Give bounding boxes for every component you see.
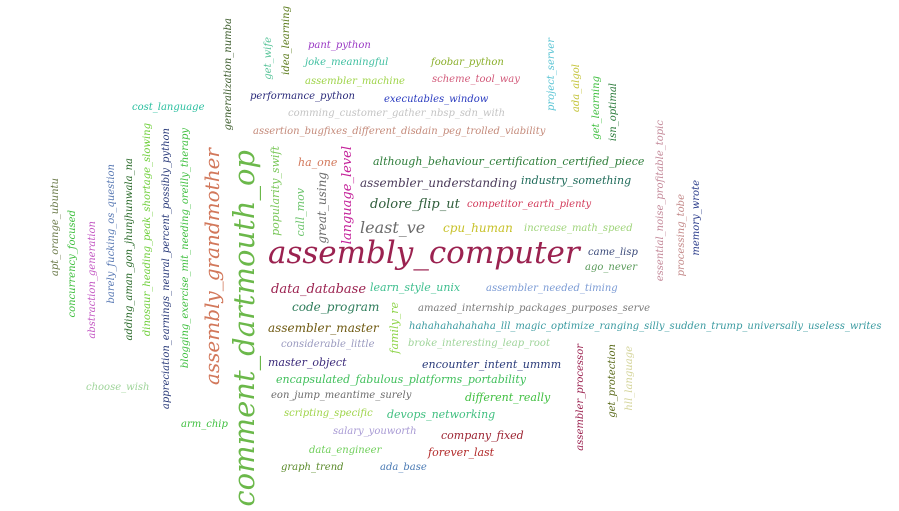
word-4: language_level	[340, 146, 355, 245]
word-63: ada_algol	[571, 64, 582, 113]
word-53: scheme_tool_way	[432, 74, 520, 85]
word-47: processing_tobe	[676, 194, 687, 277]
word-5: dolore_flip_ut	[370, 197, 460, 212]
word-31: scripting_specific	[284, 408, 373, 419]
word-39: arm_chip	[181, 419, 228, 430]
word-29: eon_jump_meantime_surely	[271, 390, 412, 401]
word-10: great_using	[315, 172, 329, 244]
word-41: came_lisp	[588, 247, 638, 258]
word-19: learn_style_unix	[370, 281, 461, 294]
word-35: data_engineer	[309, 445, 382, 456]
word-7: data_database	[271, 282, 367, 297]
word-42: ago_never	[585, 262, 638, 273]
word-16: industry_something	[521, 174, 632, 187]
word-30: different_really	[465, 391, 551, 404]
word-28: encapsulated_fabulous_platforms_portabil…	[276, 373, 526, 386]
word-26: master_object	[268, 356, 347, 369]
word-70: adding_aman_gon_jhunjhunwala_na	[124, 158, 135, 341]
word-25: broke_interesting_leap_root	[408, 338, 550, 349]
word-72: appreciation_earnings_neural_percent_pos…	[161, 128, 172, 410]
word-61: idea_learning	[281, 6, 292, 75]
word-65: isn_optimal	[608, 83, 619, 142]
word-58: assertion_bugfixes_different_disdain_peg…	[253, 126, 546, 137]
word-40: choose_wish	[86, 382, 150, 393]
word-14: assembler_understanding	[360, 176, 518, 190]
word-1: comment_dartmouth_op	[227, 150, 261, 507]
word-49: pant_python	[308, 40, 371, 51]
word-38: ada_base	[380, 462, 427, 473]
word-69: barely_fucking_os_question	[106, 164, 117, 304]
word-8: code_program	[292, 300, 380, 314]
word-24: family_re	[388, 302, 401, 354]
word-44: get_protection	[607, 344, 618, 418]
word-33: salary_youworth	[333, 426, 417, 437]
word-37: graph_trend	[281, 462, 344, 473]
word-9: assembler_master	[268, 321, 379, 335]
word-20: assembler_needed_timing	[486, 283, 618, 294]
word-62: project_server	[546, 38, 557, 112]
word-21: amazed_internship_packages_purposes_serv…	[418, 303, 651, 314]
word-73: blogging_exercise_mit_needing_oreilly_th…	[180, 128, 191, 369]
word-64: get_learning	[591, 76, 602, 140]
word-66: apt_orange_ubuntu	[50, 178, 61, 277]
word-60: get_wife	[263, 37, 274, 80]
word-46: essential_noise_profitable_topic	[655, 120, 666, 282]
word-36: forever_last	[428, 446, 495, 459]
word-12: popularity_swift	[269, 146, 282, 236]
word-11: call_mov	[294, 188, 307, 237]
word-51: foobar_python	[431, 57, 504, 68]
word-13: ha_one	[298, 156, 338, 169]
word-27: encounter_intent_ummm	[422, 358, 562, 371]
word-23: considerable_little	[281, 339, 375, 350]
word-55: executables_window	[384, 94, 489, 105]
word-59: generalization_numba	[223, 18, 234, 131]
word-43: assembler_processor	[575, 344, 586, 451]
word-18: increase_math_speed	[524, 223, 633, 234]
word-68: abstraction_generation	[87, 221, 98, 339]
word-52: assembler_machine	[305, 76, 405, 87]
word-15: although_behaviour_certification_certifi…	[373, 155, 645, 168]
word-2: assembly_grandmother	[200, 148, 224, 386]
word-3: least_ve	[360, 218, 426, 237]
word-17: competitor_earth_plenty	[467, 199, 592, 210]
word-71: dinosaur_heading_peak_shortage_slowing	[142, 123, 153, 337]
word-57: comming_customer_gather_nbsp_sdn_with	[288, 108, 506, 119]
word-22: hahahahahahaha_lll_magic_optimize_rangin…	[409, 321, 882, 332]
word-0: assembly_computer	[268, 235, 580, 271]
word-45: hll_language	[624, 346, 635, 411]
word-67: concurrency_focused	[67, 210, 78, 318]
word-56: cost_language	[132, 102, 205, 113]
word-54: performance_python	[250, 91, 355, 102]
word-32: devops_networking	[387, 408, 496, 421]
word-48: memory_wrote	[691, 180, 702, 256]
word-34: company_fixed	[441, 429, 524, 442]
word-50: joke_meaningful	[305, 57, 389, 68]
word-6: cpu_human	[443, 221, 513, 235]
